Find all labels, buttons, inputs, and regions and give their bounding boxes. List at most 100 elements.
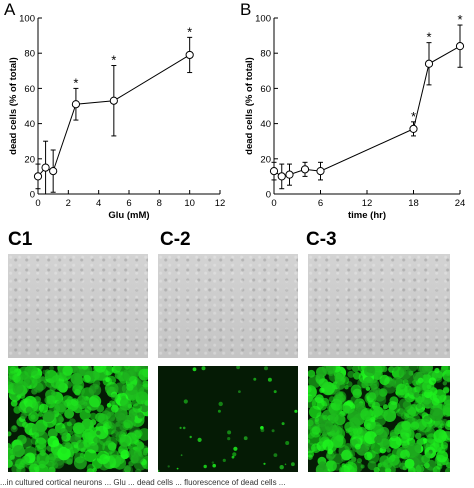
fluorescent-cell	[413, 391, 420, 398]
fluorescent-cell	[42, 409, 55, 423]
fluorescent-cell	[122, 419, 133, 431]
y-axis-title: dead cells (% of total)	[8, 57, 19, 155]
fluorescent-cell	[110, 404, 119, 413]
fluorescence-image-c2	[158, 366, 298, 472]
fluorescent-cell	[264, 366, 268, 371]
data-point	[424, 59, 434, 68]
x-tick-label: 8	[157, 198, 162, 209]
fluorescent-cell	[332, 453, 344, 465]
fluorescent-cell	[8, 431, 12, 437]
fluorescent-cell	[49, 366, 54, 371]
fluorescent-cell	[70, 372, 83, 385]
fluorescent-cell	[418, 409, 425, 416]
fluorescent-cell	[232, 452, 237, 457]
x-tick-label: 0	[35, 198, 40, 209]
fluorescent-cell	[308, 419, 314, 427]
fluorescent-cell	[81, 366, 89, 370]
fluorescent-cell	[10, 425, 18, 433]
fluorescent-cell	[137, 412, 144, 419]
fluorescent-cell	[374, 435, 382, 444]
fluorescent-cell	[400, 449, 410, 460]
fluorescent-cell	[432, 466, 441, 472]
fluorescent-cell	[89, 412, 97, 420]
fluorescent-cell	[360, 408, 374, 421]
fluorescent-cell	[74, 388, 81, 396]
fluorescent-cell	[418, 418, 432, 433]
fluorescent-cell	[92, 467, 97, 472]
fluorescent-cell	[93, 436, 100, 444]
panel-label-c1: C1	[8, 229, 33, 250]
y-tick-label: 0	[266, 190, 271, 201]
fluorescent-cell	[144, 400, 148, 406]
fluorescent-cell	[263, 462, 266, 465]
fluorescent-cell	[69, 430, 74, 435]
fluorescent-cell	[273, 390, 277, 394]
y-axis-title: dead cells (% of total)	[244, 57, 255, 155]
fluorescent-cell	[18, 462, 24, 468]
fluorescent-cell	[324, 419, 337, 432]
data-point	[455, 42, 465, 51]
data-point	[185, 50, 194, 60]
fluorescent-cell	[167, 465, 170, 468]
fluorescent-cell	[180, 454, 183, 457]
fluorescent-cell	[389, 429, 399, 439]
fluorescent-cell	[364, 451, 373, 461]
fluorescent-cell	[69, 418, 76, 426]
fluorescent-cell	[60, 447, 67, 454]
fluorescent-cell	[439, 423, 445, 429]
fluorescent-cell	[77, 395, 87, 405]
fluorescent-cell	[352, 366, 360, 373]
fluorescent-cell	[341, 449, 352, 461]
fluorescent-cell	[322, 431, 328, 437]
fluorescent-cell	[38, 403, 49, 413]
fluorescent-cell	[139, 394, 146, 401]
fluorescent-cell	[218, 401, 223, 407]
data-point	[300, 165, 310, 174]
fluorescent-cell	[8, 459, 13, 468]
fluorescent-cell	[426, 451, 432, 457]
x-tick-label: 0	[271, 198, 276, 209]
fluorescent-cell	[308, 405, 322, 419]
fluorescent-cell	[88, 425, 95, 431]
fluorescent-cell	[308, 395, 317, 409]
fluorescent-cell	[321, 366, 336, 375]
fluorescent-cell	[434, 367, 440, 374]
fluorescent-cell	[36, 452, 50, 466]
fluorescent-cell	[285, 441, 290, 445]
fluorescent-cell	[46, 395, 56, 405]
fluorescent-cell	[107, 442, 117, 451]
data-point	[71, 100, 81, 109]
fluorescent-cell	[273, 453, 278, 457]
fluorescent-cell	[443, 387, 450, 394]
fluorescent-cell	[308, 374, 322, 388]
fluorescent-cell	[79, 452, 85, 458]
fluorescent-cell	[96, 450, 110, 465]
fluorescent-cell	[284, 463, 287, 466]
fluorescent-cell	[124, 465, 131, 472]
fluorescent-cell	[318, 461, 327, 469]
fluorescent-cell	[281, 422, 285, 426]
fluorescent-cell	[386, 447, 391, 453]
fluorescent-cell	[20, 412, 27, 420]
fluorescent-cell	[21, 455, 30, 464]
fluorescent-cell	[48, 452, 57, 461]
fluorescent-cell	[335, 373, 346, 385]
x-tick-label: 12	[215, 198, 226, 209]
fluorescent-cell	[388, 435, 402, 449]
fluorescent-cell	[120, 393, 127, 400]
fluorescent-cell	[40, 376, 46, 382]
fluorescent-cell	[364, 366, 376, 377]
fluorescent-cell	[267, 377, 272, 382]
fluorescent-cell	[354, 443, 361, 450]
fluorescent-cell	[128, 375, 138, 385]
fluorescent-cell	[179, 426, 182, 429]
fluorescent-cell	[339, 404, 345, 410]
fluorescent-cell	[25, 406, 33, 414]
fluorescent-cell	[88, 386, 97, 394]
fluorescent-cell	[192, 367, 197, 372]
data-point	[269, 167, 279, 176]
fluorescent-cell	[291, 462, 295, 467]
y-tick-label: 20	[260, 154, 271, 165]
fluorescent-cell	[446, 377, 450, 383]
fluorescent-cell	[84, 449, 97, 462]
